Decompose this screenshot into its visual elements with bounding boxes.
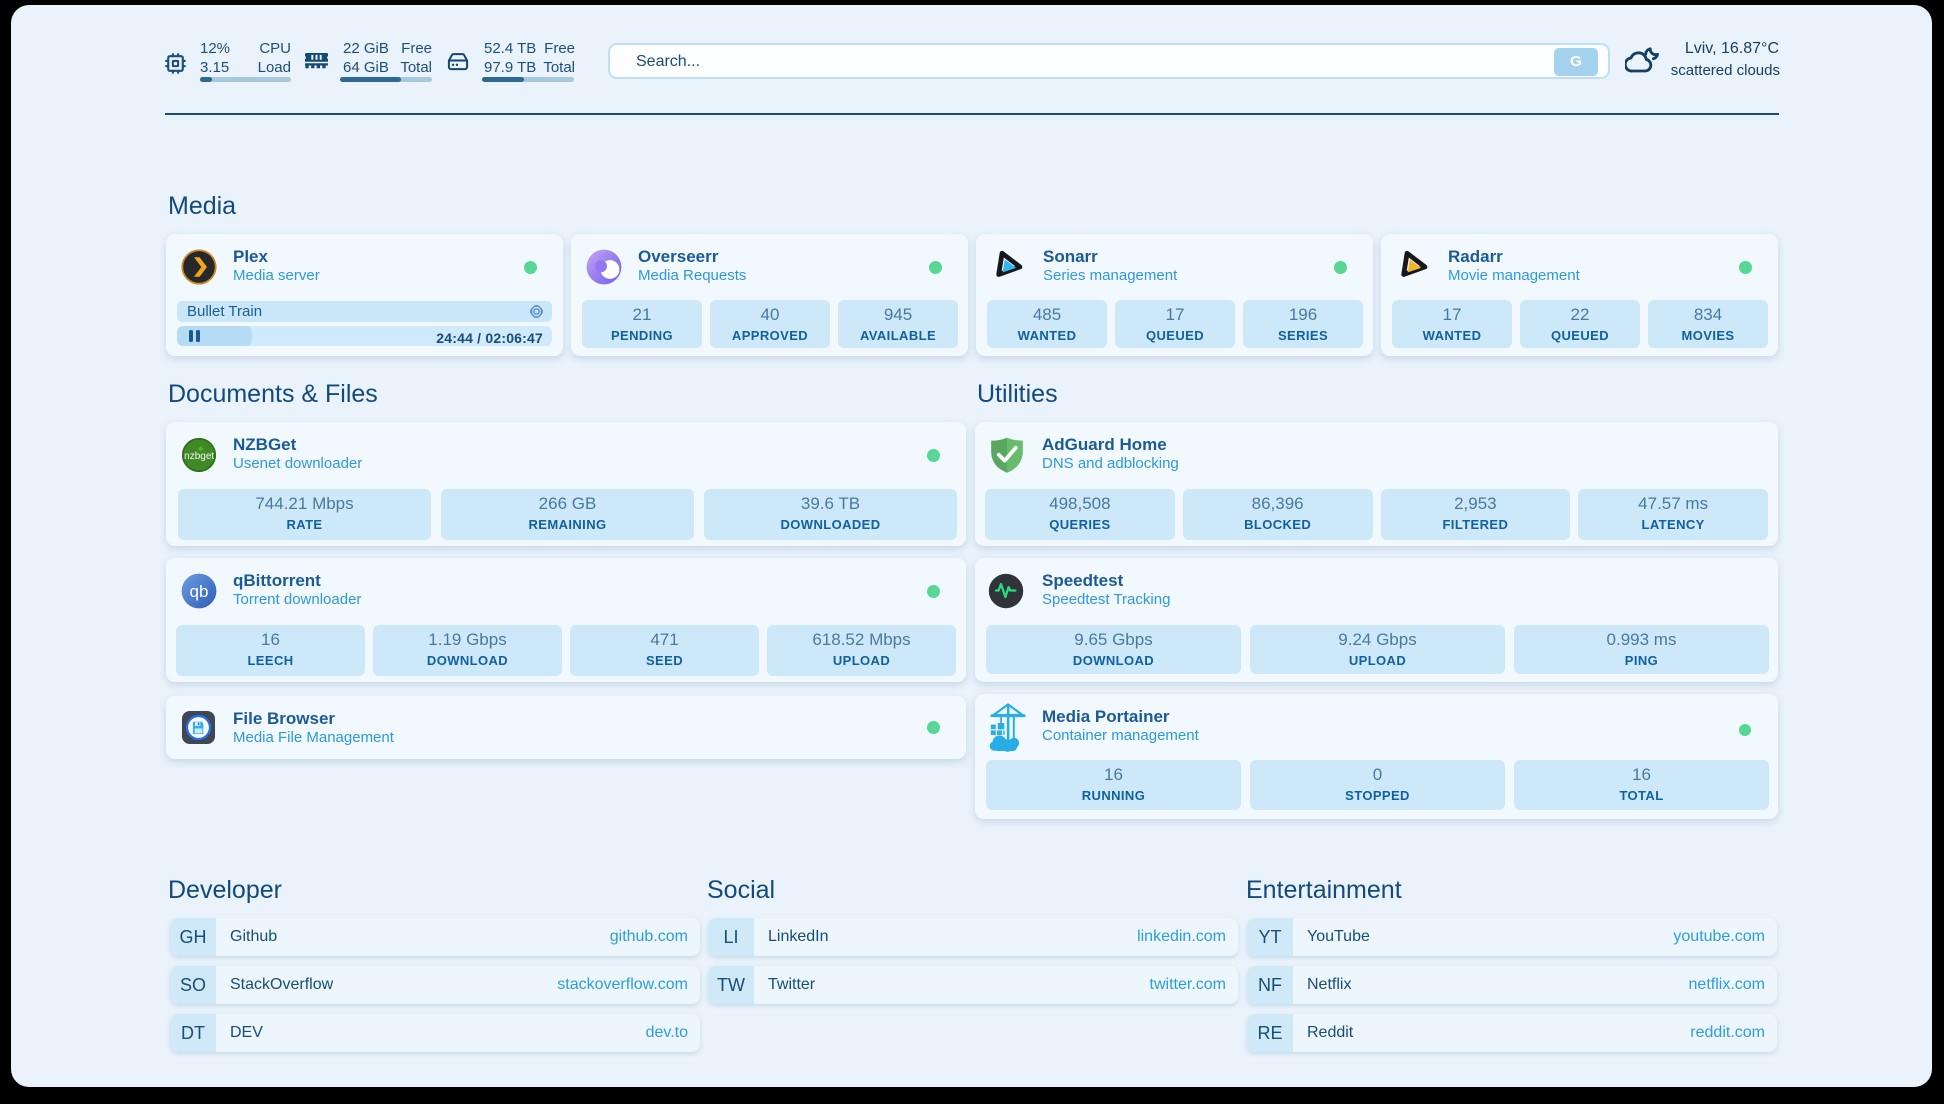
svg-text:qb: qb xyxy=(190,582,209,601)
svg-text:nzbget: nzbget xyxy=(184,451,214,462)
